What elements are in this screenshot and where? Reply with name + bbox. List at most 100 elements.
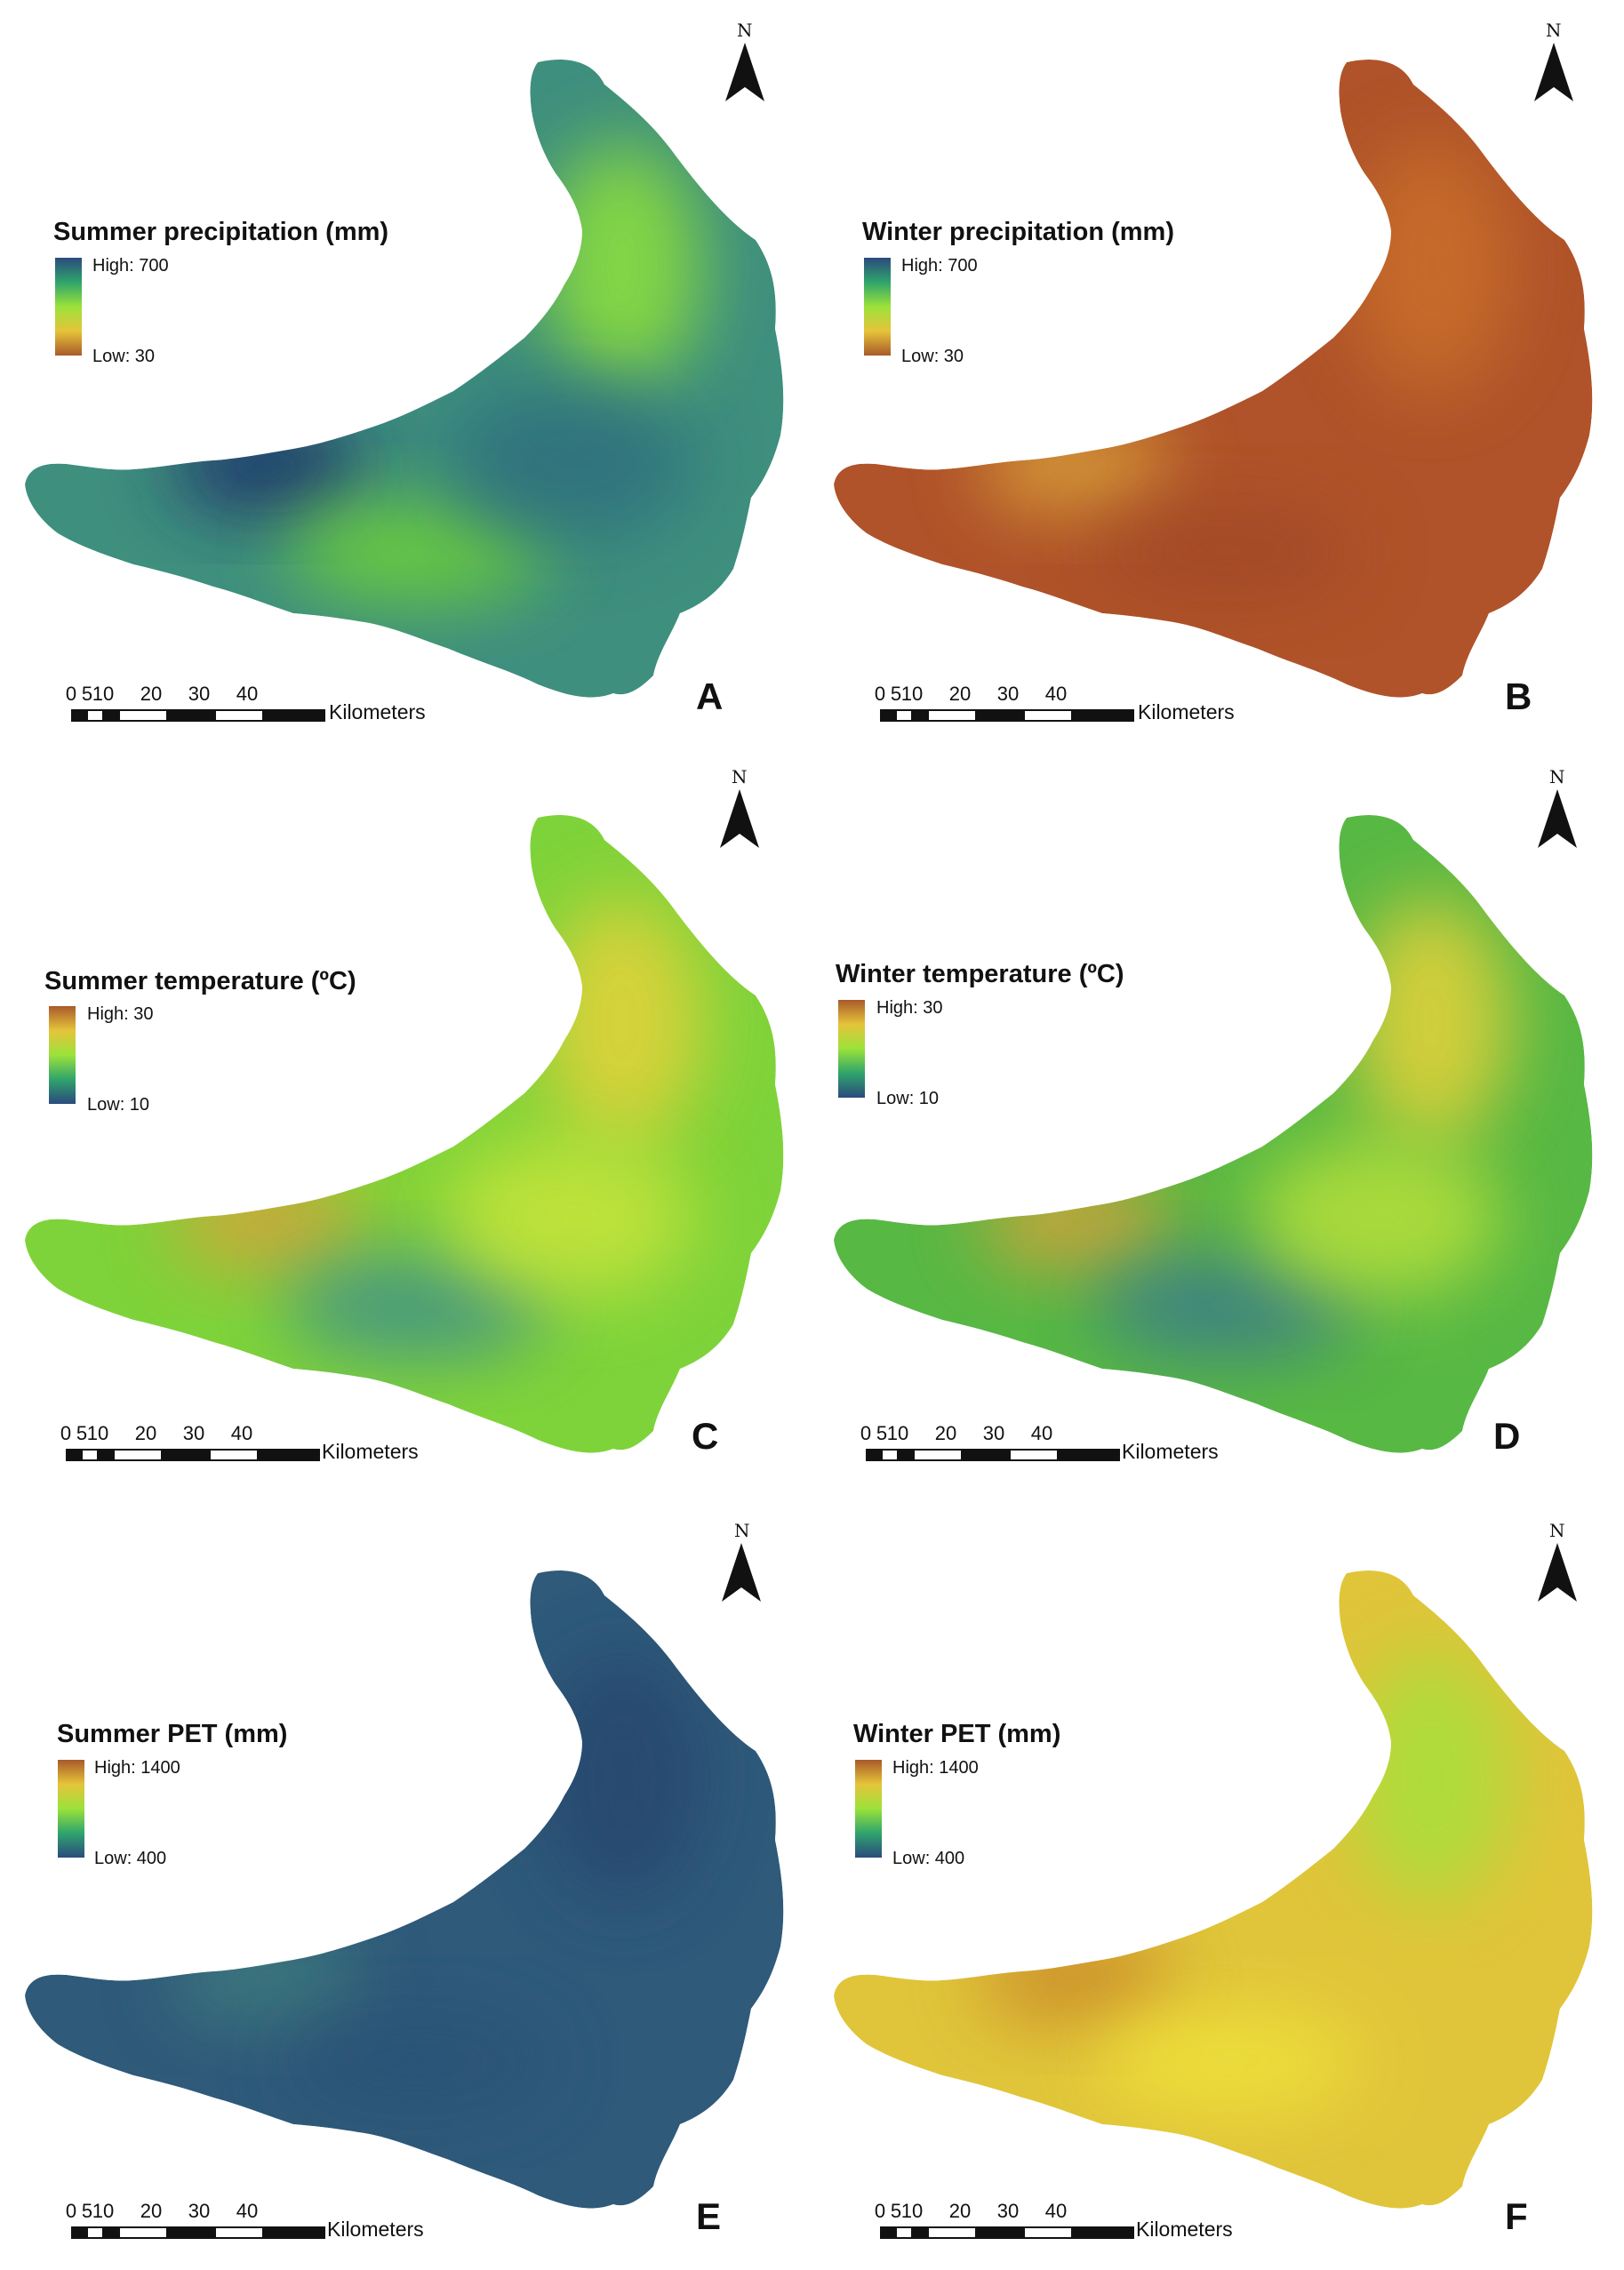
north-arrow-icon [720,789,759,848]
panel-letter: C [692,1415,719,1457]
region-map [25,815,784,1453]
scale-segment [1071,2226,1134,2239]
north-label: N [1546,20,1562,41]
legend-low-label: Low: 400 [94,1849,167,1868]
legend-title: Summer precipitation (mm) [53,218,389,246]
scale-unit-label: Kilometers [1122,1440,1219,1463]
value-zone [542,142,702,391]
north-arrow-icon [722,1543,761,1602]
value-zone [978,1929,1173,2026]
north-label: N [1549,766,1565,787]
map-panel-e: Summer PET (mm) High: 1400 Low: 400 N E … [0,1511,800,2258]
north-label: N [1549,1520,1565,1541]
scale-segment [209,1449,259,1461]
scale-segment [1023,2226,1073,2239]
scale-segment [166,2226,216,2239]
legend-title: Winter temperature (ºC) [836,960,1124,988]
scale-segment [961,1449,1011,1461]
value-zone [169,418,364,516]
scale-tick-labels: 0 5 10 20 30 40 [871,683,1138,706]
legend-title: Winter precipitation (mm) [862,218,1174,246]
map-panel-f: Winter PET (mm) High: 1400 Low: 400 N F … [809,1511,1609,2258]
scale-tick-label: 40 [1030,1422,1053,1444]
legend-low-label: Low: 30 [901,347,964,366]
panel-letter: B [1505,675,1532,717]
value-zone [169,1929,364,2026]
value-zone [542,1653,702,1902]
legend-low-label: Low: 10 [87,1095,150,1115]
legend-high-label: High: 1400 [892,1758,979,1778]
scale-unit-label: Kilometers [322,1440,419,1463]
map-panel-c: Summer temperature (ºC) High: 30 Low: 10… [0,755,800,1502]
scale-tick-label: 5 [890,2200,902,2222]
region-map [834,815,1593,1453]
scale-tick-labels: 0 5 10 20 30 40 [57,1422,324,1445]
scale-tick-labels: 0 5 10 20 30 40 [62,2200,329,2223]
scale-tick-label: 0 [860,1422,872,1444]
panel-letter: D [1493,1415,1521,1457]
scale-bar [880,709,1134,722]
legend-color-ramp [855,1760,882,1858]
scale-segment [880,709,897,722]
scale-tick-labels: 0 5 10 20 30 40 [62,683,329,706]
scale-segment [118,709,168,722]
scale-segment [895,709,913,722]
scale-segment [262,2226,325,2239]
scale-tick-label: 5 [81,2200,93,2222]
scale-segment [1009,1449,1059,1461]
scale-segment [911,709,929,722]
value-zone [978,1173,1173,1271]
legend-high-label: High: 30 [876,998,943,1018]
legend-low-label: Low: 30 [92,347,156,366]
scale-segment [102,709,120,722]
value-zone [284,2009,551,2115]
value-zone [1351,898,1511,1147]
map-panel-b: Winter precipitation (mm) High: 700 Low:… [809,0,1609,747]
legend-title: Summer PET (mm) [57,1720,288,1748]
scale-tick-label: 10 [86,1422,109,1444]
value-zone [542,898,702,1147]
scale-segment [866,1449,883,1461]
scale-segment [927,709,977,722]
scale-unit-label: Kilometers [327,2218,424,2241]
scale-segment [975,2226,1025,2239]
scale-tick-label: 40 [1044,683,1068,705]
legend-color-ramp [864,258,891,356]
scale-tick-label: 30 [188,2200,211,2222]
legend-high-label: High: 700 [901,256,978,276]
scale-tick-label: 0 [65,683,77,705]
scale-segment [881,1449,899,1461]
region-map [834,1571,1593,2209]
north-label: N [732,766,748,787]
value-zone [444,1138,693,1298]
legend-color-ramp [55,258,82,356]
legend-high-label: High: 700 [92,256,169,276]
scale-segment [927,2226,977,2239]
map-panel-d: Winter temperature (ºC) High: 30 Low: 10… [809,755,1609,1502]
value-zone [1253,1138,1502,1298]
scale-segment [262,709,325,722]
scale-tick-labels: 0 5 10 20 30 40 [871,2200,1138,2223]
value-zone [169,1173,364,1271]
legend-high-label: High: 30 [87,1004,154,1024]
scale-segment [86,709,104,722]
scale-tick-label: 40 [1044,2200,1068,2222]
scale-tick-label: 5 [876,1422,888,1444]
scale-tick-label: 10 [92,683,115,705]
scale-tick-label: 30 [996,683,1020,705]
scale-segment [71,709,88,722]
scale-tick-label: 0 [60,1422,72,1444]
scale-tick-label: 10 [92,2200,115,2222]
scale-segment [71,2226,88,2239]
scale-tick-label: 30 [982,1422,1005,1444]
scale-segment [214,709,264,722]
value-zone [978,418,1173,516]
north-label: N [734,1520,750,1541]
scale-segment [214,2226,264,2239]
scale-segment [897,1449,915,1461]
scale-tick-label: 20 [134,1422,157,1444]
value-zone [284,1253,551,1360]
panel-letter: A [696,675,724,717]
scale-tick-label: 20 [934,1422,957,1444]
legend-color-ramp [838,1000,865,1098]
